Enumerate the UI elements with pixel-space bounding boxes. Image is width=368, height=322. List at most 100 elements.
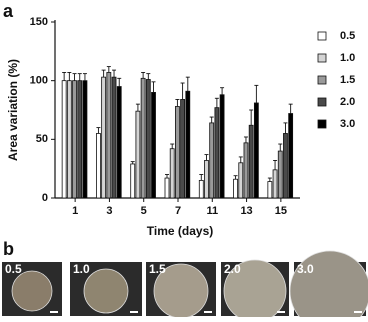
error-bar	[278, 143, 283, 152]
bar	[145, 79, 151, 199]
legend-swatch	[317, 119, 327, 129]
bar	[272, 169, 278, 199]
bar	[277, 150, 283, 199]
y-axis-title: Area variation (%)	[6, 59, 20, 161]
bar	[248, 124, 254, 199]
error-bar	[112, 69, 117, 78]
legend-swatch	[317, 53, 327, 63]
bar	[243, 142, 249, 199]
error-bar	[96, 127, 101, 134]
bar	[111, 76, 117, 199]
error-bar	[283, 122, 288, 134]
bar	[209, 122, 215, 199]
legend-label: 1.5	[340, 74, 355, 86]
x-tick-label: 15	[275, 205, 287, 217]
error-bar	[175, 98, 180, 107]
legend-swatch	[317, 31, 327, 41]
legend-label: 3.0	[340, 118, 355, 130]
error-bar	[77, 73, 82, 81]
error-bar	[233, 175, 238, 180]
bar	[198, 179, 204, 199]
error-bar	[106, 66, 111, 73]
bar	[180, 99, 186, 199]
x-axis-title: Time (days)	[147, 224, 213, 238]
error-bar	[67, 72, 72, 81]
legend-label: 2.0	[340, 96, 355, 108]
bar	[82, 80, 88, 199]
y-tick-label: 100	[30, 75, 48, 87]
error-bar	[72, 73, 77, 81]
bar	[253, 102, 259, 199]
legend-label: 0.5	[340, 30, 355, 42]
bar	[214, 107, 220, 199]
bar	[185, 90, 191, 199]
x-tick-label: 7	[175, 205, 181, 217]
error-bar	[214, 97, 219, 108]
x-tick-label: 3	[106, 205, 112, 217]
micrograph-label: 2.0	[224, 262, 241, 276]
error-bar	[101, 69, 106, 78]
panel-label: b	[3, 239, 14, 259]
bar	[283, 133, 288, 199]
micrograph-label: 3.0	[297, 262, 314, 276]
error-bar	[62, 72, 67, 81]
error-bar	[151, 81, 156, 93]
x-tick-label: 5	[141, 205, 147, 217]
micrograph-disc	[289, 250, 368, 322]
error-bar	[130, 161, 135, 164]
error-bar	[209, 116, 214, 123]
bar	[61, 80, 67, 199]
error-bar	[238, 156, 243, 163]
error-bar	[185, 76, 190, 92]
error-bar	[146, 73, 151, 80]
micrograph-label: 1.0	[73, 262, 90, 276]
error-bar	[220, 87, 225, 95]
legend-swatch	[317, 97, 327, 107]
error-bar	[165, 174, 169, 179]
bar	[96, 133, 101, 199]
bar	[238, 162, 244, 199]
panel-label: a	[3, 1, 14, 21]
error-bar	[82, 73, 87, 81]
bar	[116, 86, 122, 199]
bar	[174, 106, 180, 199]
micrograph-disc	[83, 268, 129, 314]
error-bar	[267, 177, 272, 182]
legend-label: 1.0	[340, 52, 355, 64]
error-bar	[288, 103, 293, 114]
bar	[106, 72, 112, 199]
x-tick-label: 11	[206, 205, 218, 217]
x-tick-label: 13	[240, 205, 252, 217]
bar	[169, 148, 175, 199]
micrograph-disc	[11, 270, 53, 312]
x-tick-label: 1	[72, 205, 78, 217]
bar	[135, 110, 141, 199]
error-bar	[243, 136, 248, 143]
bar	[164, 177, 170, 199]
micrograph-label: 0.5	[5, 262, 22, 276]
bar	[101, 76, 107, 199]
y-tick-label: 50	[36, 133, 48, 145]
bar	[288, 113, 294, 199]
error-bar	[204, 154, 209, 161]
error-bar	[141, 72, 146, 79]
bar	[204, 160, 209, 199]
bar	[130, 163, 136, 199]
error-bar	[135, 103, 140, 112]
bar	[219, 94, 225, 199]
error-bar	[199, 174, 204, 181]
bar	[72, 80, 77, 199]
error-bar	[273, 160, 278, 170]
error-bar	[117, 77, 122, 87]
error-bar	[254, 84, 259, 103]
bar	[233, 178, 238, 199]
micrograph-disc	[223, 259, 287, 322]
bar	[267, 181, 273, 199]
y-tick-label: 0	[42, 192, 48, 204]
error-bar	[249, 109, 254, 126]
error-bar	[170, 143, 175, 149]
bar	[140, 77, 146, 199]
micrograph-label: 1.5	[149, 262, 166, 276]
bar	[151, 92, 156, 199]
